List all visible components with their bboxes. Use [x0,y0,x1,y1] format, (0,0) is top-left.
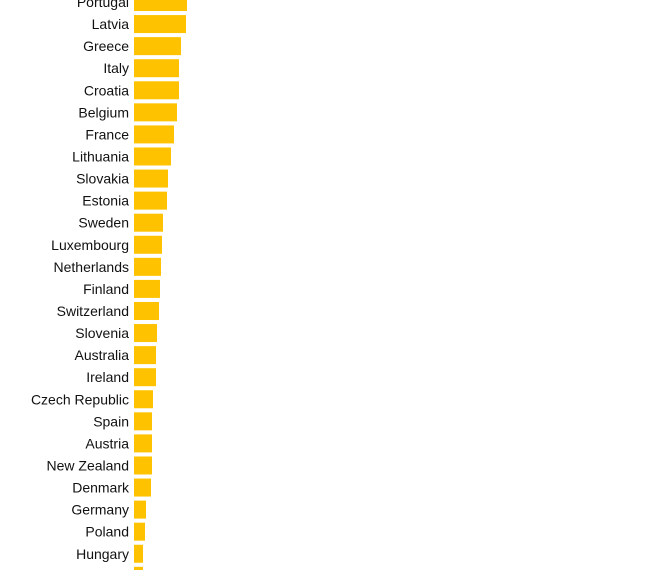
bar-slovenia [134,324,157,343]
category-label-ireland: Ireland [86,369,129,385]
category-label-switzerland: Switzerland [57,303,129,319]
bar-spain [134,412,152,431]
bar-lithuania [134,147,171,166]
bar-sweden [134,213,163,232]
category-label-australia: Australia [75,347,130,363]
bar-estonia [134,191,167,210]
bar-netherlands [134,257,161,276]
bar-new-zealand [134,456,152,475]
category-label-new-zealand: New Zealand [47,457,130,473]
bar-czech-republic [134,390,153,409]
category-label-austria: Austria [85,435,129,451]
category-label-germany: Germany [71,502,129,518]
bar-germany [134,500,146,519]
bar-hungary [134,544,143,563]
category-label-poland: Poland [85,524,129,540]
bar-switzerland [134,301,159,320]
category-label-slovenia: Slovenia [75,325,129,341]
bar-ireland [134,368,156,387]
category-label-finland: Finland [83,281,129,297]
category-label-italy: Italy [103,60,129,76]
bar-denmark [134,478,151,497]
category-label-luxembourg: Luxembourg [51,237,129,253]
category-label-france: France [85,126,129,142]
category-label-spain: Spain [93,413,129,429]
bar-finland [134,279,160,298]
category-label-croatia: Croatia [84,82,129,98]
bar-france [134,125,174,144]
category-label-netherlands: Netherlands [54,259,130,275]
bar-poland [134,522,145,541]
category-label-norway: Norway [82,568,129,570]
category-label-portugal: Portugal [77,0,129,10]
category-label-sweden: Sweden [78,215,129,231]
category-label-greece: Greece [83,38,129,54]
bar-norway [134,566,143,570]
category-label-hungary: Hungary [76,546,129,562]
category-label-denmark: Denmark [72,480,130,496]
category-label-lithuania: Lithuania [72,148,129,164]
bar-luxembourg [134,235,162,254]
bar-australia [134,346,156,365]
bar-italy [134,59,179,78]
category-label-czech-republic: Czech Republic [31,391,129,407]
bar-belgium [134,103,177,122]
bar-slovakia [134,169,168,188]
bar-croatia [134,81,179,100]
category-label-estonia: Estonia [82,193,129,209]
category-label-latvia: Latvia [92,16,130,32]
bar-portugal [134,0,187,11]
bar-greece [134,37,181,56]
category-label-belgium: Belgium [78,104,129,120]
bar-latvia [134,15,186,34]
category-label-slovakia: Slovakia [76,171,129,187]
bar-austria [134,434,152,453]
